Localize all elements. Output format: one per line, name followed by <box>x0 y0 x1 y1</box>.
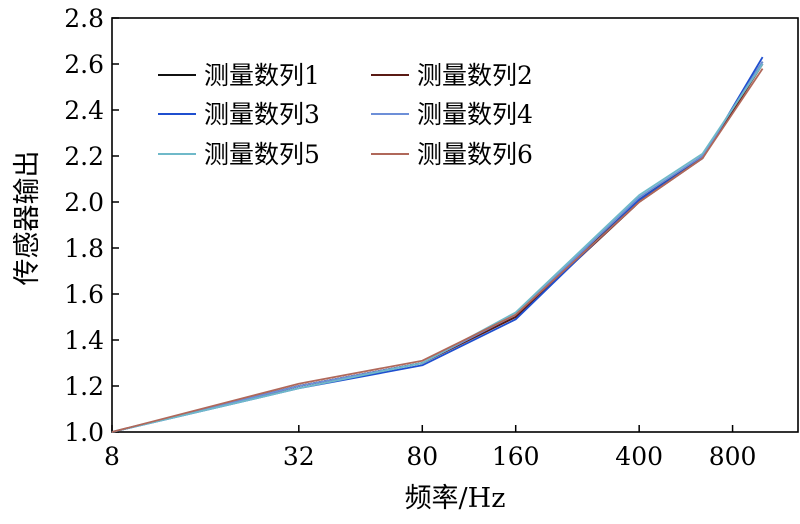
y-tick-label: 2.2 <box>64 142 104 171</box>
series-line-5 <box>111 63 764 433</box>
x-axis-title: 频率/Hz <box>405 483 506 514</box>
y-tick-label: 1.8 <box>64 234 104 263</box>
legend-label-3: 测量数列3 <box>204 100 320 129</box>
plot-frame <box>111 17 799 433</box>
y-tick-label: 2.4 <box>64 96 104 125</box>
legend-label-4: 测量数列4 <box>417 100 533 129</box>
y-axis-title: 传感器输出 <box>12 151 43 286</box>
x-tick-label: 80 <box>406 442 438 471</box>
legend-label-6: 测量数列6 <box>417 140 533 169</box>
y-tick-label: 2.8 <box>64 4 104 33</box>
x-tick-label: 800 <box>709 442 757 471</box>
x-tick-label: 32 <box>283 442 315 471</box>
legend-label-5: 测量数列5 <box>204 140 320 169</box>
x-tick-label: 160 <box>492 442 540 471</box>
y-tick-label: 2.0 <box>64 188 104 217</box>
y-tick-label: 1.6 <box>64 280 104 309</box>
legend-label-1: 测量数列1 <box>204 61 320 90</box>
y-tick-label: 1.2 <box>64 372 104 401</box>
legend-label-2: 测量数列2 <box>417 61 533 90</box>
y-tick-label: 1.0 <box>64 418 104 447</box>
x-tick-label: 400 <box>615 442 663 471</box>
series-line-6 <box>111 68 764 433</box>
y-tick-label: 1.4 <box>64 326 104 355</box>
y-tick-label: 2.6 <box>64 50 104 79</box>
x-tick-label: 8 <box>104 442 120 471</box>
